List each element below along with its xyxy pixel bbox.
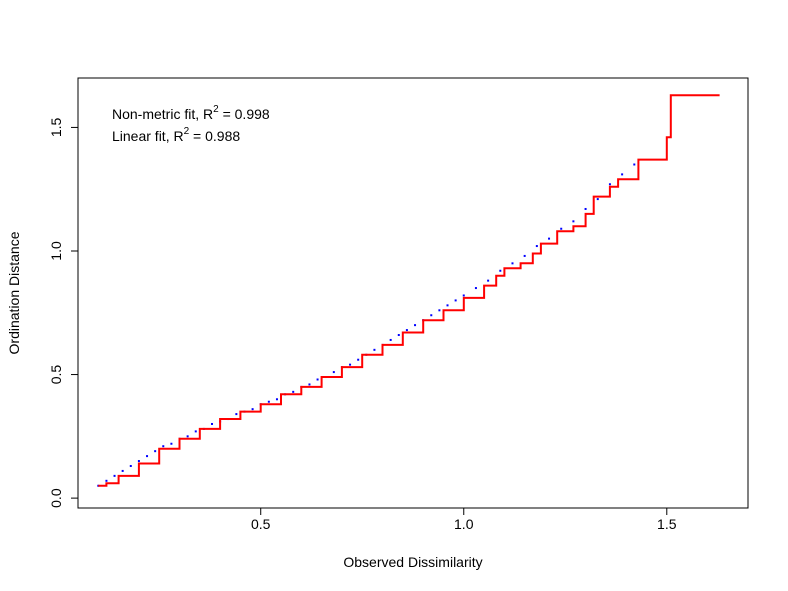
y-tick-label: 0.0 [48, 488, 64, 508]
x-tick-label: 0.5 [251, 516, 271, 532]
scatter-point [446, 304, 449, 307]
scatter-point [292, 390, 295, 393]
scatter-point [267, 400, 270, 403]
scatter-point [389, 338, 392, 341]
x-axis-title: Observed Dissimilarity [343, 554, 482, 570]
scatter-point [211, 422, 213, 425]
scatter-point [414, 324, 417, 327]
scatter-point [462, 294, 465, 297]
scatter-point [474, 287, 477, 290]
x-axis: 0.5 1.0 1.5 [251, 507, 677, 532]
scatter-point [121, 469, 124, 472]
y-axis-title: Ordination Distance [6, 231, 22, 354]
x-tick-label: 1.5 [657, 516, 677, 532]
scatter-point [194, 430, 197, 433]
scatter-point [275, 398, 278, 401]
annotation-nonmetric-fit: Non-metric fit, R2 = 0.998 [112, 104, 270, 122]
scatter-point [430, 314, 433, 317]
scatter-point [454, 299, 457, 302]
scatter-point [560, 227, 563, 230]
y-tick-label: 1.0 [48, 241, 64, 261]
scatter-point [186, 435, 189, 438]
scatter-point [251, 408, 254, 411]
scatter-point [608, 183, 611, 186]
scatter-point [316, 378, 319, 381]
scatter-point [584, 207, 587, 210]
scatter-point [621, 173, 624, 176]
scatter-point [349, 363, 352, 366]
scatter-point [146, 455, 149, 458]
scatter-point [405, 329, 408, 332]
y-tick-label: 1.5 [48, 117, 64, 137]
scatter-point [397, 334, 400, 337]
scatter-point [137, 460, 140, 463]
scatter-point [499, 269, 502, 272]
scatter-point [438, 309, 441, 312]
scatter-point [633, 163, 636, 166]
scatter-point [332, 371, 335, 374]
scatter-point [548, 237, 551, 240]
annotation-linear-fit: Linear fit, R2 = 0.988 [112, 126, 240, 144]
scatter-point [511, 262, 514, 265]
step-fit-line [98, 94, 720, 487]
scatter-point [535, 245, 538, 248]
x-tick-label: 1.0 [454, 516, 474, 532]
scatter-point [572, 220, 575, 223]
scatter-point [105, 479, 108, 482]
y-axis: 0.0 0.5 1.0 1.5 [48, 117, 79, 508]
scatter-point [113, 474, 116, 477]
scatter-point [523, 254, 526, 257]
scatter-point [154, 450, 157, 453]
scatter-point [373, 348, 376, 351]
scatter-point [170, 442, 173, 445]
scatter-point [308, 383, 311, 386]
scatter-point [162, 445, 165, 448]
scatter-point [129, 464, 132, 467]
scatter-point [357, 358, 360, 361]
scatter-point [596, 198, 599, 201]
scatter-point [487, 279, 490, 282]
scatter-point [235, 413, 238, 416]
non-metric-fit-line [98, 94, 720, 487]
y-tick-label: 0.5 [48, 365, 64, 385]
